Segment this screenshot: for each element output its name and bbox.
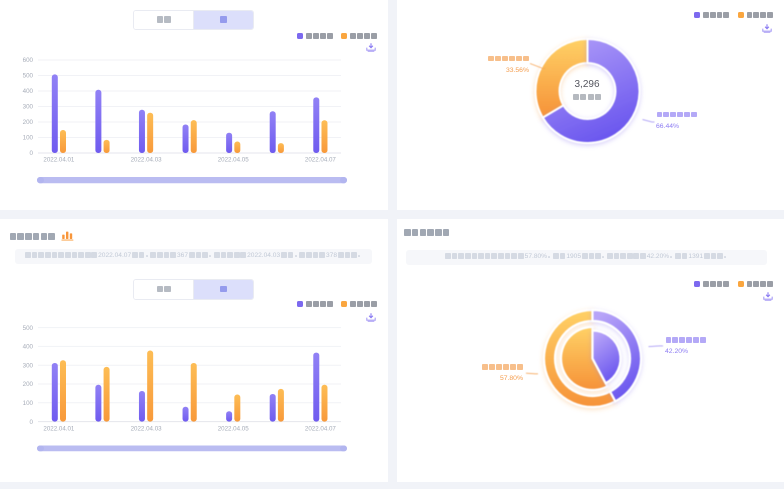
svg-text:0: 0 bbox=[30, 419, 34, 426]
svg-text:2022.04.03: 2022.04.03 bbox=[131, 426, 163, 433]
svg-text:400: 400 bbox=[23, 88, 34, 95]
svg-text:2022.04.01: 2022.04.01 bbox=[43, 157, 75, 164]
svg-text:300: 300 bbox=[23, 104, 34, 111]
svg-text:2022.04.01: 2022.04.01 bbox=[43, 426, 75, 433]
svg-text:600: 600 bbox=[23, 57, 34, 64]
svg-text:100: 100 bbox=[23, 400, 34, 407]
svg-text:500: 500 bbox=[23, 73, 34, 80]
svg-text:0: 0 bbox=[30, 150, 34, 157]
svg-text:200: 200 bbox=[23, 381, 34, 388]
svg-text:500: 500 bbox=[23, 325, 34, 332]
svg-text:2022.04.03: 2022.04.03 bbox=[131, 157, 163, 164]
svg-text:400: 400 bbox=[23, 344, 34, 351]
svg-text:100: 100 bbox=[23, 135, 34, 142]
svg-text:2022.04.07: 2022.04.07 bbox=[305, 426, 337, 433]
svg-text:200: 200 bbox=[23, 119, 34, 126]
svg-text:300: 300 bbox=[23, 362, 34, 369]
svg-text:2022.04.05: 2022.04.05 bbox=[218, 426, 250, 433]
svg-text:2022.04.05: 2022.04.05 bbox=[218, 157, 250, 164]
svg-text:2022.04.07: 2022.04.07 bbox=[305, 157, 337, 164]
